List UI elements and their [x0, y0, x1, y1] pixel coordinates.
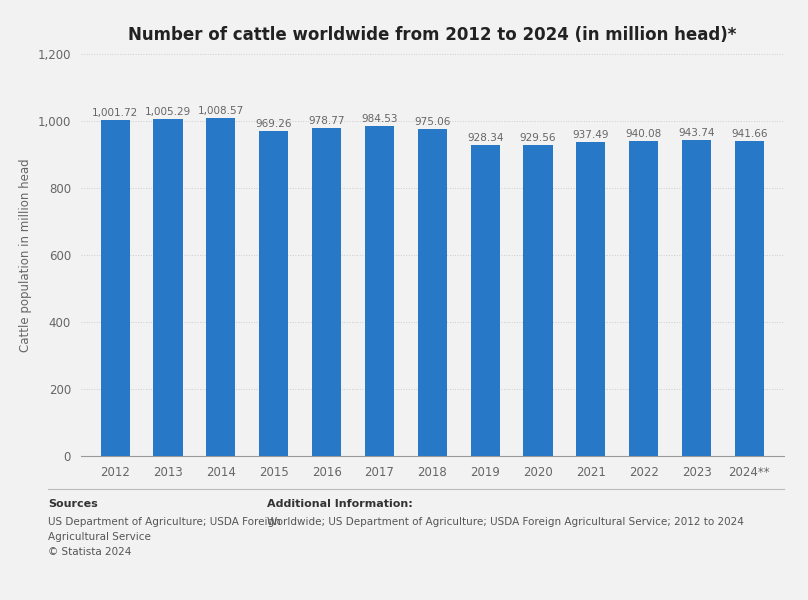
Text: 941.66: 941.66 — [731, 128, 768, 139]
Y-axis label: Cattle population in million head: Cattle population in million head — [19, 158, 32, 352]
Text: Additional Information:: Additional Information: — [267, 499, 412, 509]
Text: 943.74: 943.74 — [678, 128, 715, 138]
Bar — [576, 142, 605, 456]
Text: US Department of Agriculture; USDA Foreign: US Department of Agriculture; USDA Forei… — [48, 517, 281, 527]
Text: 928.34: 928.34 — [467, 133, 503, 143]
Bar — [206, 118, 235, 456]
Bar — [629, 141, 659, 456]
Text: 975.06: 975.06 — [414, 118, 451, 127]
Text: 969.26: 969.26 — [255, 119, 292, 129]
Text: 937.49: 937.49 — [573, 130, 609, 140]
Bar — [365, 126, 394, 456]
Bar — [154, 119, 183, 456]
Text: Worldwide; US Department of Agriculture; USDA Foreign Agricultural Service; 2012: Worldwide; US Department of Agriculture;… — [267, 517, 743, 527]
Bar — [470, 145, 499, 456]
Text: 1,008.57: 1,008.57 — [198, 106, 244, 116]
Bar — [259, 131, 288, 456]
Text: 1,001.72: 1,001.72 — [92, 109, 138, 118]
Text: 1,005.29: 1,005.29 — [145, 107, 191, 117]
Text: Agricultural Service: Agricultural Service — [48, 532, 151, 542]
Bar — [524, 145, 553, 456]
Text: 940.08: 940.08 — [625, 129, 662, 139]
Text: 978.77: 978.77 — [309, 116, 345, 126]
Text: © Statista 2024: © Statista 2024 — [48, 547, 132, 557]
Bar — [312, 128, 341, 456]
Bar — [101, 121, 130, 456]
Text: Sources: Sources — [48, 499, 99, 509]
Bar — [734, 140, 764, 456]
Text: 984.53: 984.53 — [361, 114, 398, 124]
Bar — [682, 140, 711, 456]
Text: 929.56: 929.56 — [520, 133, 556, 143]
Title: Number of cattle worldwide from 2012 to 2024 (in million head)*: Number of cattle worldwide from 2012 to … — [128, 26, 736, 44]
Bar — [418, 130, 447, 456]
